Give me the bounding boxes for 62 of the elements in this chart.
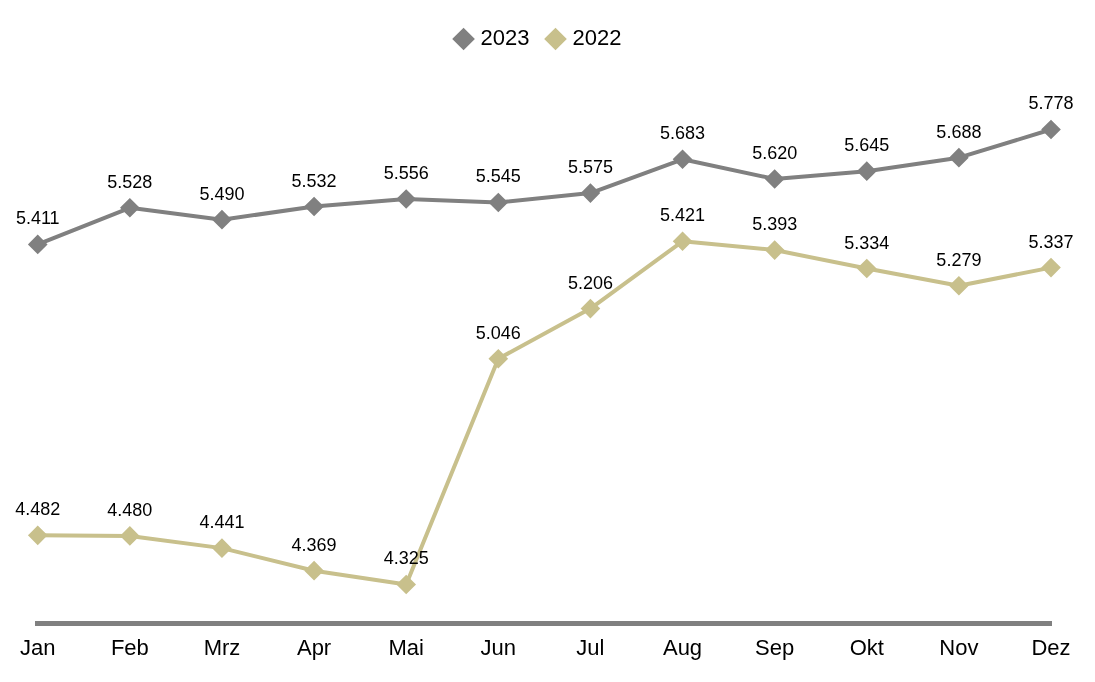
x-tick-label: Okt (849, 634, 884, 660)
data-label: 5.545 (475, 166, 521, 187)
point (397, 575, 416, 594)
data-label: 4.482 (15, 499, 61, 520)
point (489, 193, 508, 212)
point (581, 299, 600, 318)
data-label: 5.778 (1028, 93, 1074, 114)
data-label: 5.334 (844, 232, 890, 253)
data-label: 5.645 (844, 135, 890, 156)
legend-label: 2022 (572, 25, 622, 51)
data-label: 5.620 (752, 142, 798, 163)
data-label: 5.337 (1028, 231, 1074, 252)
point (949, 148, 968, 167)
point (581, 184, 600, 203)
point (120, 526, 139, 545)
x-tick-label: Dez (1031, 634, 1071, 660)
point (673, 150, 692, 169)
x-tick-label: Aug (662, 634, 703, 660)
point (28, 235, 47, 254)
point (673, 232, 692, 251)
point (765, 241, 784, 260)
point (305, 561, 324, 580)
data-label: 5.421 (660, 205, 706, 226)
data-label: 4.369 (291, 534, 337, 555)
legend-label: 2023 (480, 25, 530, 51)
point (857, 162, 876, 181)
x-tick-label: Feb (110, 634, 149, 660)
x-tick-label: Nov (939, 634, 979, 660)
point (1042, 120, 1060, 139)
point (949, 276, 968, 295)
data-label: 5.575 (567, 157, 613, 178)
point (212, 210, 231, 229)
data-label: 5.556 (383, 162, 429, 183)
point (489, 349, 508, 368)
data-label: 4.441 (199, 512, 245, 533)
data-label: 5.206 (567, 272, 613, 293)
point (765, 169, 784, 188)
data-label: 5.532 (291, 170, 337, 191)
data-label: 5.528 (107, 171, 153, 192)
point (1042, 258, 1060, 277)
x-tick-label: Sep (755, 634, 795, 660)
x-tick-label: Mai (388, 634, 424, 660)
data-label: 5.490 (199, 183, 245, 204)
data-label: 5.046 (475, 322, 521, 343)
data-label: 5.279 (936, 249, 982, 270)
x-tick-label: Jan (19, 634, 56, 660)
point (397, 190, 416, 209)
x-tick-label: Apr (296, 634, 332, 660)
point (120, 198, 139, 217)
x-tick-label: Jul (576, 634, 605, 660)
data-label: 5.411 (15, 208, 60, 229)
point (857, 259, 876, 278)
data-label: 4.325 (383, 548, 429, 569)
x-tick-label: Jun (480, 634, 517, 660)
point (212, 539, 231, 558)
data-label: 5.683 (660, 123, 706, 144)
point (305, 197, 324, 216)
point (28, 526, 47, 545)
data-label: 5.393 (752, 214, 798, 235)
data-label: 4.480 (107, 499, 153, 520)
x-tick-label: Mrz (203, 634, 241, 660)
data-label: 5.688 (936, 121, 982, 142)
